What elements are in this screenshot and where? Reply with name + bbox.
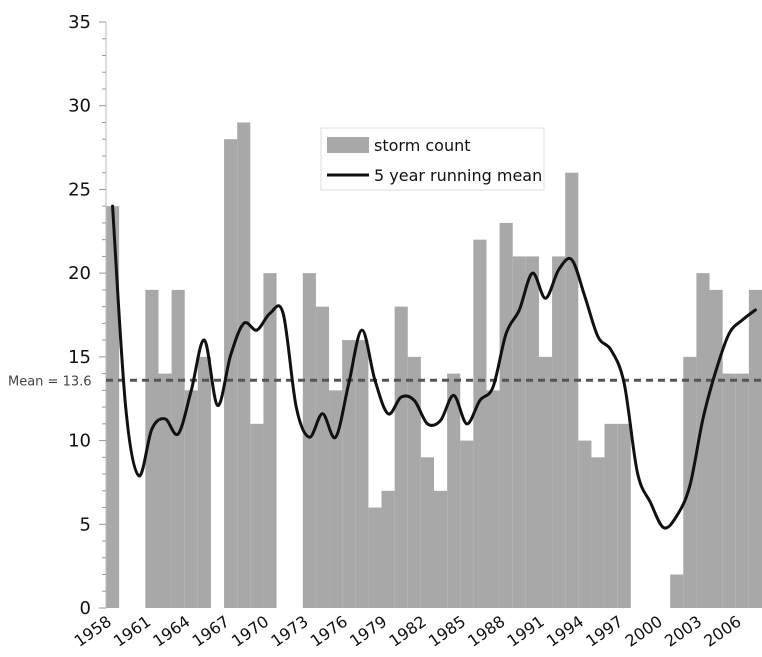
mean-reference-line: Mean = 13.6 xyxy=(8,374,762,389)
y-axis xyxy=(99,21,107,609)
bar-2001 xyxy=(670,574,684,608)
legend: storm count 5 year running mean xyxy=(320,127,545,191)
running-mean-line-group xyxy=(111,204,757,530)
x-tick-label: 1988 xyxy=(464,612,508,651)
bar-1997 xyxy=(617,423,631,608)
bar-1974 xyxy=(315,306,330,608)
bar-1978 xyxy=(368,507,382,608)
bar-1981 xyxy=(407,356,421,608)
y-tick-label: 10 xyxy=(68,431,91,452)
x-tick-label: 1976 xyxy=(307,612,351,651)
bar-2003 xyxy=(696,273,710,608)
x-tick-label: 1958 xyxy=(71,612,115,651)
bar-1963 xyxy=(171,289,185,608)
bar-1973 xyxy=(302,273,316,608)
y-tick-label: 25 xyxy=(68,179,91,200)
bar-1962 xyxy=(158,373,172,608)
bar-1994 xyxy=(578,440,592,608)
y-tick-label: 35 xyxy=(68,12,91,33)
x-tick-labels: 1958196119641967197019731976197919821985… xyxy=(71,612,745,651)
x-tick-label: 1973 xyxy=(267,612,311,651)
x-tick-label: 1982 xyxy=(385,612,429,651)
y-tick-label: 5 xyxy=(80,514,91,535)
bar-1993 xyxy=(565,172,579,608)
bar-2005 xyxy=(722,373,736,608)
legend-swatch-bar xyxy=(327,137,369,153)
x-tick-label: 2000 xyxy=(622,612,666,651)
bar-1996 xyxy=(604,423,618,608)
bar-1958 xyxy=(106,206,120,609)
y-tick-labels: 0 5 10 15 20 25 30 35 xyxy=(68,12,91,619)
bar-2007 xyxy=(748,289,762,608)
bar-1976 xyxy=(342,340,356,608)
y-tick-label: 15 xyxy=(68,347,91,368)
bar-1965 xyxy=(197,356,211,608)
mean-label: Mean = 13.6 xyxy=(8,374,92,389)
bar-1990 xyxy=(525,256,539,608)
bar-1970 xyxy=(263,273,277,608)
bar-1961 xyxy=(145,289,159,608)
bar-1979 xyxy=(381,490,395,608)
bar-1987 xyxy=(486,390,500,608)
x-tick-label: 1970 xyxy=(228,612,272,651)
x-tick-label: 1985 xyxy=(425,612,469,651)
bar-1988 xyxy=(499,222,513,608)
y-tick-label: 0 xyxy=(80,598,91,619)
x-tick-label: 2006 xyxy=(700,612,744,651)
bar-1969 xyxy=(250,423,264,608)
x-tick-label: 1964 xyxy=(149,612,193,651)
y-tick-label: 20 xyxy=(68,263,91,284)
bar-1991 xyxy=(538,356,553,608)
x-tick-label: 2003 xyxy=(661,612,705,651)
bar-1983 xyxy=(434,490,448,608)
bar-1986 xyxy=(473,239,487,608)
bar-1982 xyxy=(420,457,434,608)
x-tick-label: 1994 xyxy=(543,612,587,651)
bar-1985 xyxy=(460,440,474,608)
x-tick-label: 1991 xyxy=(504,612,548,651)
x-tick-label: 1997 xyxy=(582,612,626,651)
bar-1989 xyxy=(512,256,526,608)
bar-2006 xyxy=(735,373,749,608)
bar-1964 xyxy=(184,390,198,608)
bar-1992 xyxy=(552,256,566,608)
running-mean-line xyxy=(111,204,757,530)
legend-label-storm-count: storm count xyxy=(374,136,471,155)
x-tick-label: 1979 xyxy=(346,612,390,651)
y-tick-label: 30 xyxy=(68,96,91,117)
bar-1968 xyxy=(237,122,251,609)
bar-2004 xyxy=(709,289,723,608)
bar-1980 xyxy=(394,306,408,608)
bar-1984 xyxy=(447,373,461,608)
bar-series xyxy=(106,122,762,609)
bar-1995 xyxy=(591,457,605,608)
bar-1975 xyxy=(329,390,343,608)
bar-1977 xyxy=(355,340,369,608)
x-tick-label: 1961 xyxy=(110,612,154,651)
legend-label-running-mean: 5 year running mean xyxy=(374,166,542,185)
bar-1967 xyxy=(224,139,238,608)
x-tick-label: 1967 xyxy=(189,612,233,651)
